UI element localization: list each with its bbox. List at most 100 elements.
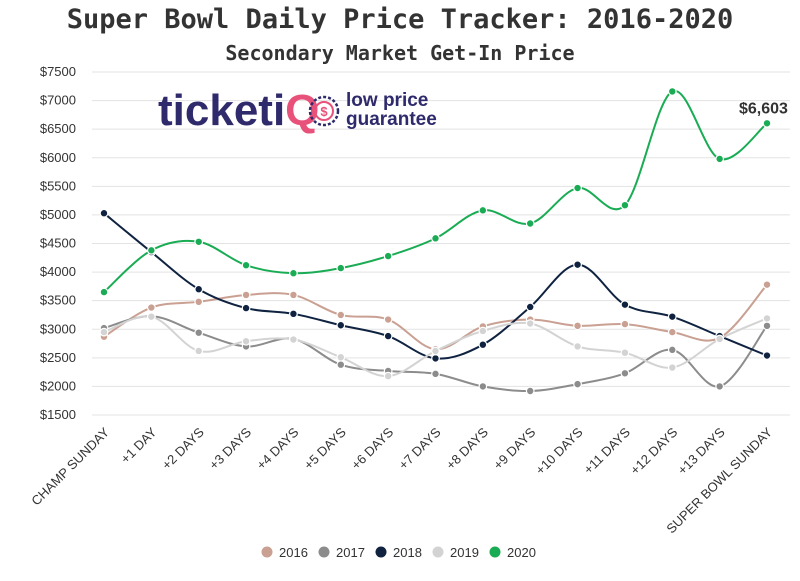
legend-item-2016: 2016 xyxy=(261,545,308,560)
data-point xyxy=(146,312,156,322)
legend-swatch xyxy=(375,546,387,558)
legend-label: 2016 xyxy=(279,545,308,560)
data-point xyxy=(241,260,251,270)
series-lines xyxy=(99,87,772,396)
data-point xyxy=(194,237,204,247)
data-point xyxy=(146,245,156,255)
data-point xyxy=(336,263,346,273)
data-point xyxy=(289,268,298,278)
legend-item-2020: 2020 xyxy=(489,545,536,560)
data-point xyxy=(336,310,346,320)
legend-item-2017: 2017 xyxy=(318,545,365,560)
x-tick-label: +1 DAY xyxy=(118,424,160,466)
legend-swatch xyxy=(318,546,330,558)
data-point xyxy=(525,319,535,328)
x-tick-label: +12 DAYS xyxy=(627,424,680,477)
logo-tagline-1: low price xyxy=(346,90,428,111)
legend-label: 2020 xyxy=(507,545,536,560)
series-2020 xyxy=(99,87,772,297)
y-tick-label: $2000 xyxy=(40,378,76,393)
data-point xyxy=(194,297,204,307)
data-point xyxy=(667,363,677,372)
data-point xyxy=(194,328,204,338)
data-point xyxy=(383,315,393,324)
data-point xyxy=(478,340,488,350)
data-point xyxy=(667,87,677,96)
data-point xyxy=(241,303,251,313)
x-tick-label: +9 DAYS xyxy=(490,424,538,472)
data-point xyxy=(620,300,630,310)
data-point xyxy=(99,208,109,218)
data-point xyxy=(431,346,440,356)
data-point xyxy=(383,251,393,261)
x-tick-label: +7 DAYS xyxy=(396,424,444,472)
data-point xyxy=(431,369,440,379)
value-annotation: $6,603 xyxy=(739,100,788,117)
y-tick-label: $5500 xyxy=(40,178,76,193)
data-point xyxy=(241,336,251,346)
x-tick-label: +2 DAYS xyxy=(159,424,207,472)
data-point xyxy=(762,313,772,323)
legend-swatch xyxy=(261,546,273,558)
x-tick-label: CHAMP SUNDAY xyxy=(28,424,112,508)
data-point xyxy=(383,371,393,381)
y-tick-label: $7000 xyxy=(40,93,76,108)
data-point xyxy=(667,312,677,322)
data-point xyxy=(762,321,772,331)
data-point xyxy=(715,382,725,391)
annotations: $6,603 xyxy=(739,100,788,117)
data-point xyxy=(289,335,298,344)
legend-label: 2018 xyxy=(393,545,422,560)
chart-subtitle: Secondary Market Get-In Price xyxy=(225,41,574,65)
data-point xyxy=(194,346,204,356)
x-tick-label: +11 DAYS xyxy=(581,424,634,477)
legend-label: 2017 xyxy=(336,545,365,560)
legend-swatch xyxy=(489,546,501,558)
data-point xyxy=(762,351,772,360)
data-point xyxy=(667,327,677,337)
ticketiq-logo: ticketiQ $ low price guarantee xyxy=(158,86,437,135)
data-point xyxy=(573,321,582,331)
legend-swatch xyxy=(432,546,444,558)
y-tick-label: $3500 xyxy=(40,293,76,308)
y-tick-label: $5000 xyxy=(40,207,76,222)
logo-brand-text: ticketiQ xyxy=(158,86,319,135)
data-point xyxy=(620,319,630,329)
y-tick-label: $4000 xyxy=(40,264,76,279)
x-tick-label: +8 DAYS xyxy=(443,424,491,472)
x-tick-label: +4 DAYS xyxy=(254,424,302,472)
legend-item-2019: 2019 xyxy=(432,545,479,560)
data-point xyxy=(715,154,725,164)
y-tick-label: $7500 xyxy=(40,64,76,79)
logo-tagline-2: guarantee xyxy=(346,109,437,130)
svg-text:$: $ xyxy=(320,104,328,119)
data-point xyxy=(99,287,109,297)
y-axis-ticks: $1500 $2000 $2500 $3000 $3500 $4000 $4500 $5000… xyxy=(40,64,76,422)
badge-icon: $ xyxy=(308,95,340,127)
y-tick-label: $6500 xyxy=(40,121,76,136)
legend-item-2018: 2018 xyxy=(375,545,422,560)
y-tick-label: $6000 xyxy=(40,150,76,165)
data-point xyxy=(573,183,582,193)
series-2019 xyxy=(99,312,772,381)
y-tick-label: $4500 xyxy=(40,236,76,251)
data-point xyxy=(289,309,298,319)
data-point xyxy=(525,219,535,228)
chart-title: Super Bowl Daily Price Tracker: 2016-202… xyxy=(67,4,733,35)
data-point xyxy=(336,360,346,370)
data-point xyxy=(336,320,346,330)
x-tick-label: +3 DAYS xyxy=(206,424,254,472)
data-point xyxy=(715,334,725,344)
x-tick-label: +5 DAYS xyxy=(301,424,349,472)
legend: 2016 2017 2018 2019 2020 xyxy=(261,545,536,560)
data-point xyxy=(620,348,630,358)
data-point xyxy=(667,345,677,355)
gridlines xyxy=(92,71,790,416)
data-point xyxy=(241,290,251,300)
data-point xyxy=(525,302,535,312)
data-point xyxy=(573,379,582,389)
data-point xyxy=(525,386,535,396)
data-point xyxy=(478,326,488,336)
data-point xyxy=(194,284,204,294)
